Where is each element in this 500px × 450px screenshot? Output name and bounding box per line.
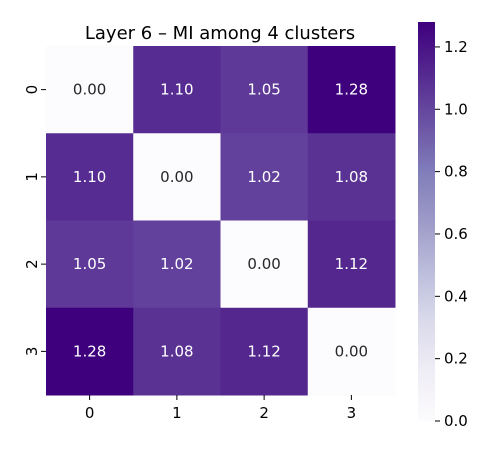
- x-tick-label: 3: [347, 404, 357, 422]
- x-axis: 0 1 2 3: [85, 395, 356, 422]
- cell-value-label: 1.08: [335, 168, 368, 186]
- x-tick-label: 2: [259, 404, 269, 422]
- colorbar-tick-label: 0.6: [444, 225, 468, 243]
- heatmap-cell: [46, 307, 134, 396]
- cell-value-label: 0.00: [73, 81, 106, 99]
- heatmap-cell: [307, 307, 396, 396]
- cell-value-label: 1.12: [335, 255, 368, 273]
- colorbar-tick-label: 0.2: [444, 350, 468, 368]
- colorbar-tick-label: 0.0: [444, 412, 468, 430]
- heatmap-cell: [133, 133, 221, 221]
- y-tick-label: 0: [23, 85, 41, 95]
- heatmap-cell: [220, 46, 309, 134]
- colorbar-gradient: [418, 22, 435, 421]
- heatmap-cell: [220, 307, 309, 396]
- chart-title: Layer 6 – MI among 4 clusters: [85, 23, 355, 44]
- cell-value-label: 0.00: [247, 255, 280, 273]
- heatmap-cell: [46, 46, 134, 134]
- heatmap-cell: [220, 220, 309, 309]
- cell-value-label: 1.02: [160, 255, 193, 273]
- colorbar-tick-label: 1.2: [444, 38, 468, 56]
- colorbar-tick-label: 1.0: [444, 100, 468, 118]
- heatmap-cell: [46, 133, 134, 221]
- heatmap-cells: 0.00 1.10 1.05 1.28 1.10 0.00 1.02 1.08 1.05 1.02…: [46, 46, 396, 396]
- heatmap-cell: [133, 307, 221, 396]
- heatmap-cell: [307, 133, 396, 221]
- cell-value-label: 1.12: [247, 342, 280, 360]
- heatmap-cell: [307, 220, 396, 309]
- cell-value-label: 1.10: [73, 168, 106, 186]
- heatmap-cell: [133, 46, 221, 134]
- heatmap-cell: [220, 133, 309, 221]
- cell-value-label: 1.28: [73, 342, 106, 360]
- x-tick-label: 0: [85, 404, 95, 422]
- cell-value-label: 1.28: [335, 81, 368, 99]
- colorbar-tick-label: 0.4: [444, 287, 468, 305]
- heatmap-cell: [307, 46, 396, 134]
- y-axis: 0 1 2 3: [23, 85, 46, 356]
- y-tick-label: 3: [23, 347, 41, 357]
- cell-value-label: 1.10: [160, 81, 193, 99]
- heatmap-cell: [133, 220, 221, 309]
- y-tick-label: 2: [23, 259, 41, 269]
- heatmap-cell: [46, 220, 134, 309]
- y-tick-label: 1: [23, 172, 41, 182]
- x-tick-label: 1: [172, 404, 182, 422]
- cell-value-label: 1.02: [247, 168, 280, 186]
- colorbar: 0.0 0.2 0.4 0.6 0.8 1.0 1.2: [418, 22, 468, 430]
- cell-value-label: 0.00: [335, 342, 368, 360]
- cell-value-label: 0.00: [160, 168, 193, 186]
- cell-value-label: 1.05: [247, 81, 280, 99]
- colorbar-tick-label: 0.8: [444, 163, 468, 181]
- cell-value-label: 1.08: [160, 342, 193, 360]
- cell-value-label: 1.05: [73, 255, 106, 273]
